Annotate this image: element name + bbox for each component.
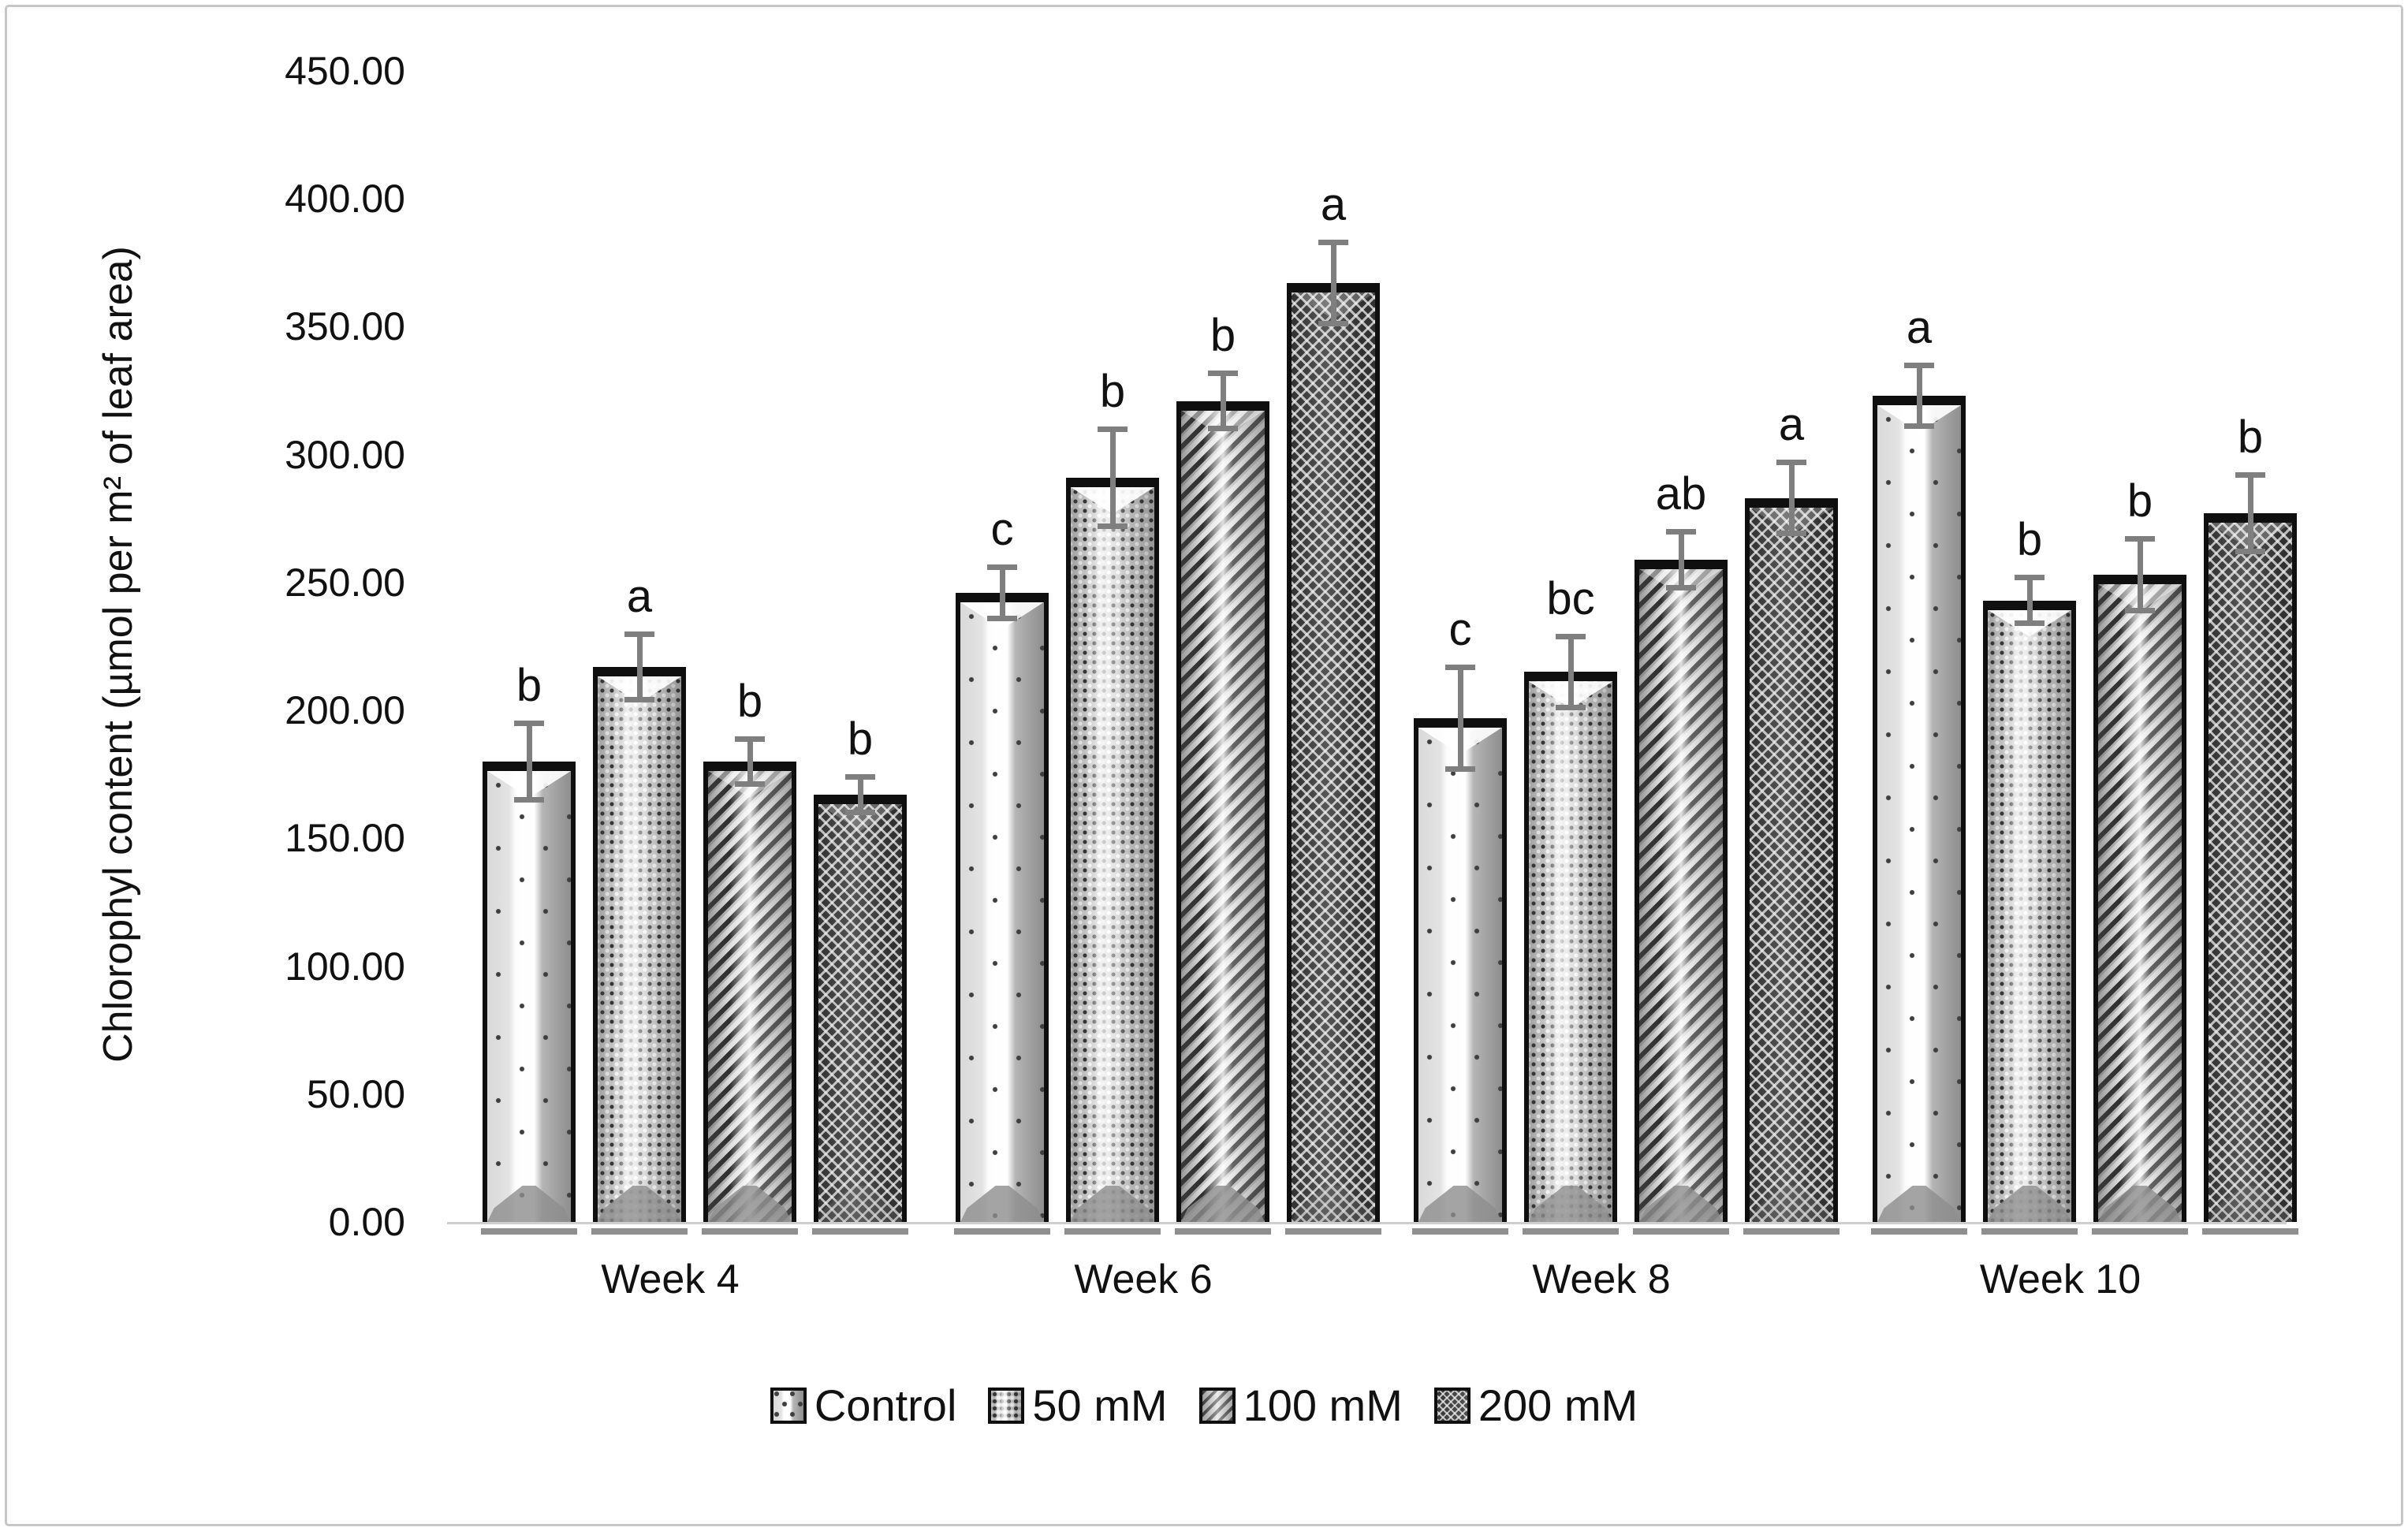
bar-50-mm-week-6: [1066, 477, 1159, 1222]
bar-100-mm-week-8: [1635, 559, 1728, 1222]
bar-shadow-control-week-6: [954, 1228, 1050, 1235]
bar-shadow-100-mm-week-8: [1633, 1228, 1729, 1235]
x-axis-line: [447, 1222, 2287, 1224]
error-bar-control-week-8: [1457, 664, 1463, 772]
sig-letter-100-mm-week-10: b: [2127, 475, 2153, 527]
error-bar-100-mm-week-4: [747, 736, 753, 788]
bar-control-week-10: [1873, 396, 1966, 1222]
bar-shadow-50-mm-week-6: [1064, 1228, 1161, 1235]
sig-letter-50-mm-week-8: bc: [1546, 572, 1595, 624]
error-bar-200-mm-week-8: [1788, 460, 1795, 537]
legend-item-200-mm: 200 mM: [1433, 1380, 1638, 1430]
bar-control-week-4: [483, 762, 576, 1222]
error-bar-100-mm-week-8: [1678, 528, 1684, 590]
y-tick-label-200: 200.00: [285, 688, 405, 733]
y-tick-label-400: 400.00: [285, 177, 405, 222]
sig-letter-control-week-6: c: [990, 504, 1014, 556]
bar-shadow-200-mm-week-8: [1743, 1228, 1840, 1235]
legend-swatch-50-mm-icon: [988, 1388, 1025, 1424]
y-tick-label-300: 300.00: [285, 432, 405, 477]
sig-letter-control-week-4: b: [516, 660, 542, 712]
y-tick-label-150: 150.00: [285, 816, 405, 861]
legend-swatch-control-icon: [770, 1388, 807, 1424]
bar-200-mm-week-10: [2204, 513, 2297, 1222]
sig-letter-100-mm-week-4: b: [736, 675, 763, 727]
bar-50-mm-week-4: [593, 666, 686, 1222]
legend-label-50-mm: 50 mM: [1032, 1380, 1168, 1430]
bar-50-mm-week-8: [1524, 672, 1617, 1222]
error-bar-50-mm-week-4: [636, 631, 643, 703]
error-bar-50-mm-week-6: [1109, 426, 1116, 529]
legend-swatch-200-mm-icon: [1433, 1388, 1471, 1424]
sig-letter-100-mm-week-6: b: [1210, 309, 1236, 361]
bar-shadow-200-mm-week-4: [812, 1228, 908, 1235]
sig-letter-200-mm-week-6: a: [1320, 179, 1347, 231]
bar-200-mm-week-8: [1745, 497, 1838, 1222]
legend-item-50-mm: 50 mM: [988, 1380, 1168, 1430]
sig-letter-50-mm-week-6: b: [1099, 365, 1126, 417]
error-bar-50-mm-week-10: [2026, 575, 2033, 627]
legend-item-control: Control: [770, 1380, 957, 1430]
bar-shadow-control-week-10: [1871, 1228, 1967, 1235]
error-bar-control-week-10: [1916, 362, 1922, 430]
legend-label-200-mm: 200 mM: [1478, 1380, 1638, 1430]
legend-swatch-100-mm-icon: [1198, 1388, 1236, 1424]
x-tick-label-week-4: Week 4: [601, 1257, 740, 1302]
bar-shadow-50-mm-week-4: [591, 1228, 688, 1235]
bar-shadow-control-week-4: [481, 1228, 577, 1235]
legend-label-100-mm: 100 mM: [1243, 1380, 1403, 1430]
sig-letter-100-mm-week-8: ab: [1655, 467, 1707, 520]
error-bar-50-mm-week-8: [1567, 633, 1574, 711]
legend: Control 50 mM 100 mM 200 mM: [0, 1381, 2408, 1430]
y-tick-label-450: 450.00: [285, 49, 405, 93]
bar-100-mm-week-4: [703, 762, 796, 1222]
y-tick-label-0: 0.00: [328, 1200, 405, 1244]
x-tick-label-week-10: Week 10: [1979, 1257, 2141, 1302]
bar-50-mm-week-10: [1983, 600, 2076, 1222]
y-tick-label-100: 100.00: [285, 944, 405, 989]
x-tick-label-week-8: Week 8: [1532, 1257, 1671, 1302]
bar-100-mm-week-10: [2093, 575, 2186, 1222]
bar-200-mm-week-4: [814, 795, 907, 1222]
legend-item-100-mm: 100 mM: [1198, 1380, 1403, 1430]
bar-shadow-50-mm-week-10: [1981, 1228, 2078, 1235]
bar-shadow-200-mm-week-10: [2202, 1228, 2298, 1235]
x-tick-label-week-6: Week 6: [1074, 1257, 1213, 1302]
error-bar-control-week-6: [999, 564, 1005, 621]
y-tick-label-50: 50.00: [306, 1071, 405, 1116]
bar-control-week-8: [1414, 717, 1507, 1222]
error-bar-200-mm-week-4: [857, 774, 863, 816]
bar-shadow-50-mm-week-8: [1523, 1228, 1619, 1235]
sig-letter-50-mm-week-10: b: [2016, 514, 2043, 566]
legend-label-control: Control: [814, 1380, 957, 1430]
bar-100-mm-week-6: [1176, 400, 1269, 1222]
error-bar-control-week-4: [526, 721, 532, 803]
bar-control-week-6: [956, 592, 1049, 1222]
error-bar-100-mm-week-6: [1220, 370, 1226, 432]
y-tick-label-350: 350.00: [285, 304, 405, 349]
error-bar-200-mm-week-10: [2247, 472, 2253, 555]
error-bar-200-mm-week-6: [1330, 240, 1336, 327]
bar-shadow-200-mm-week-6: [1285, 1228, 1381, 1235]
sig-letter-200-mm-week-10: b: [2237, 412, 2264, 464]
y-tick-label-250: 250.00: [285, 560, 405, 605]
bar-shadow-control-week-8: [1412, 1228, 1508, 1235]
sig-letter-200-mm-week-4: b: [847, 713, 874, 766]
sig-letter-200-mm-week-8: a: [1778, 399, 1805, 451]
bar-shadow-100-mm-week-10: [2092, 1228, 2188, 1235]
bar-200-mm-week-6: [1287, 283, 1380, 1222]
sig-letter-50-mm-week-4: a: [626, 570, 653, 622]
bar-shadow-100-mm-week-6: [1175, 1228, 1271, 1235]
sig-letter-control-week-10: a: [1906, 301, 1933, 353]
sig-letter-control-week-8: c: [1448, 603, 1472, 655]
bar-shadow-100-mm-week-4: [702, 1228, 798, 1235]
error-bar-100-mm-week-10: [2137, 536, 2143, 613]
